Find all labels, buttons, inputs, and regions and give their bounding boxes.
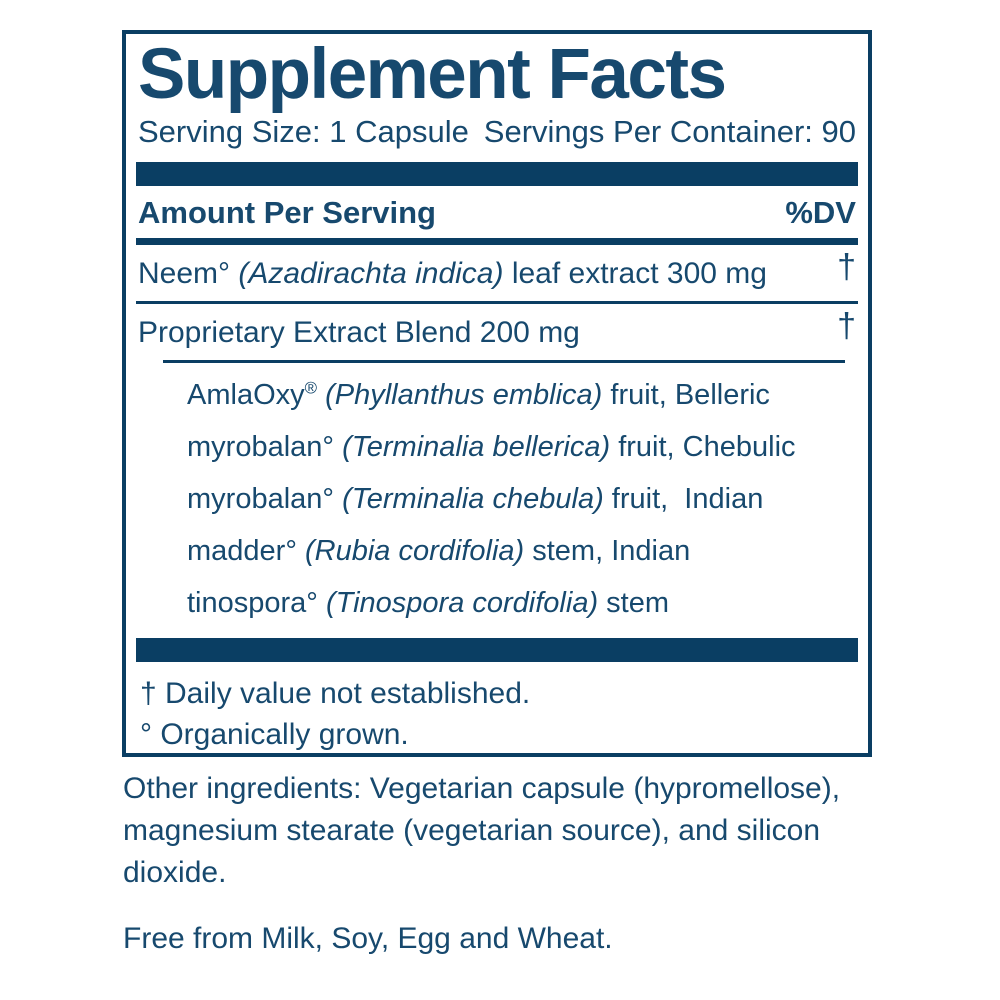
ingredient-neem-text: Neem° (Azadirachta indica) leaf extract … bbox=[138, 257, 767, 290]
amount-per-serving-label: Amount Per Serving bbox=[138, 195, 436, 230]
panel-title: Supplement Facts bbox=[138, 35, 727, 114]
dagger-symbol: † bbox=[837, 307, 856, 345]
footnote-organically-grown: ° Organically grown. bbox=[140, 718, 409, 751]
free-from-text: Free from Milk, Soy, Egg and Wheat. bbox=[123, 922, 613, 955]
percent-dv-label: %DV bbox=[785, 195, 856, 230]
serving-size: Serving Size: 1 Capsule bbox=[138, 114, 469, 149]
footnotes: † Daily value not established. ° Organic… bbox=[136, 662, 858, 755]
amount-per-serving-header-row: Amount Per Serving %DV bbox=[136, 186, 858, 238]
divider-bar-top bbox=[136, 162, 858, 186]
footnote-daily-value: † Daily value not established. bbox=[140, 677, 531, 710]
divider-bar-bottom bbox=[136, 638, 858, 662]
blend-components-text: AmlaOxy® (Phyllanthus emblica) fruit, Be… bbox=[187, 378, 796, 619]
ingredient-row-proprietary-blend: Proprietary Extract Blend 200 mg † bbox=[136, 304, 858, 360]
divider-bar-medium bbox=[136, 238, 858, 245]
divider-rule-indented bbox=[163, 360, 845, 363]
ingredient-row-neem: Neem° (Azadirachta indica) leaf extract … bbox=[136, 245, 858, 301]
other-ingredients-text: Other ingredients: Vegetarian capsule (h… bbox=[123, 772, 841, 889]
servings-per-container: Servings Per Container: 90 bbox=[483, 114, 856, 149]
supplement-facts-panel: Supplement Facts Serving Size: 1 Capsule… bbox=[122, 30, 872, 757]
ingredient-blend-text: Proprietary Extract Blend 200 mg bbox=[138, 316, 580, 349]
divider-rule-thin bbox=[136, 301, 858, 304]
dagger-symbol: † bbox=[837, 248, 856, 286]
serving-info-row: Serving Size: 1 Capsule Servings Per Con… bbox=[138, 114, 856, 150]
